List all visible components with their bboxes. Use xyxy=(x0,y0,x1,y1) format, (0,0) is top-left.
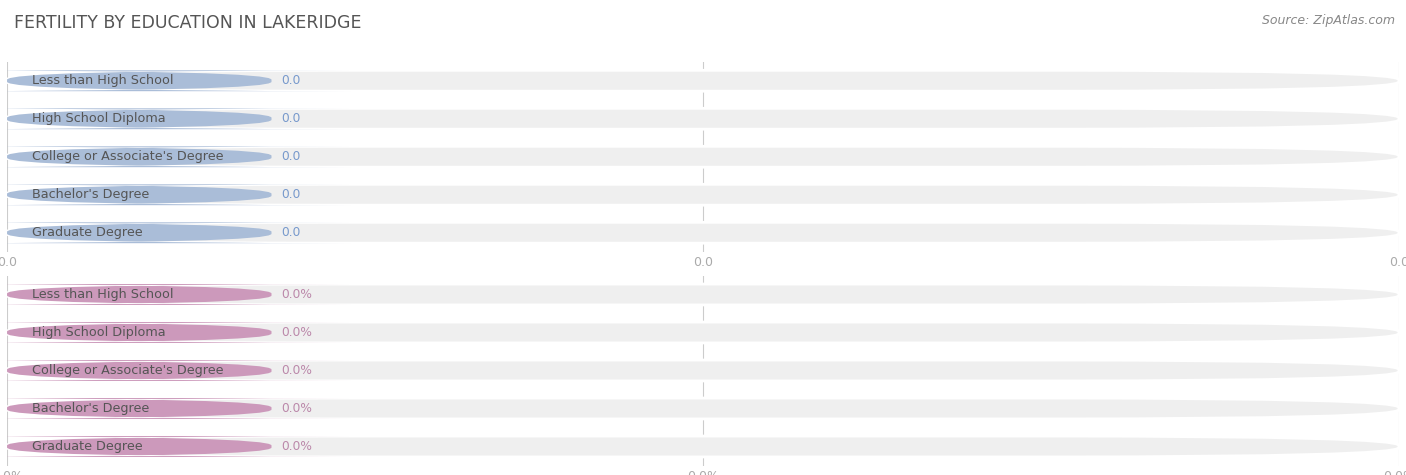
Text: Bachelor's Degree: Bachelor's Degree xyxy=(32,188,149,201)
FancyBboxPatch shape xyxy=(7,322,1399,343)
FancyBboxPatch shape xyxy=(7,184,1399,205)
Text: Bachelor's Degree: Bachelor's Degree xyxy=(32,402,149,415)
FancyBboxPatch shape xyxy=(0,436,352,457)
Text: Less than High School: Less than High School xyxy=(32,74,173,87)
FancyBboxPatch shape xyxy=(0,322,352,343)
FancyBboxPatch shape xyxy=(0,70,352,91)
FancyBboxPatch shape xyxy=(7,70,1399,91)
FancyBboxPatch shape xyxy=(0,398,352,419)
FancyBboxPatch shape xyxy=(7,222,1399,243)
FancyBboxPatch shape xyxy=(7,436,1399,457)
Text: 0.0%: 0.0% xyxy=(281,402,312,415)
Text: FERTILITY BY EDUCATION IN LAKERIDGE: FERTILITY BY EDUCATION IN LAKERIDGE xyxy=(14,14,361,32)
Text: Graduate Degree: Graduate Degree xyxy=(32,440,143,453)
Text: 0.0%: 0.0% xyxy=(281,326,312,339)
FancyBboxPatch shape xyxy=(0,360,352,381)
Text: 0.0: 0.0 xyxy=(281,74,301,87)
FancyBboxPatch shape xyxy=(0,184,352,205)
Text: Less than High School: Less than High School xyxy=(32,288,173,301)
FancyBboxPatch shape xyxy=(0,108,352,129)
Text: College or Associate's Degree: College or Associate's Degree xyxy=(32,364,224,377)
FancyBboxPatch shape xyxy=(7,284,1399,305)
FancyBboxPatch shape xyxy=(0,284,352,305)
Text: Source: ZipAtlas.com: Source: ZipAtlas.com xyxy=(1261,14,1395,27)
Text: 0.0%: 0.0% xyxy=(281,364,312,377)
FancyBboxPatch shape xyxy=(7,360,1399,381)
FancyBboxPatch shape xyxy=(0,222,352,243)
FancyBboxPatch shape xyxy=(7,398,1399,419)
Text: High School Diploma: High School Diploma xyxy=(32,326,166,339)
Text: College or Associate's Degree: College or Associate's Degree xyxy=(32,150,224,163)
Text: Graduate Degree: Graduate Degree xyxy=(32,226,143,239)
Text: 0.0: 0.0 xyxy=(281,226,301,239)
Text: 0.0%: 0.0% xyxy=(281,288,312,301)
Text: 0.0: 0.0 xyxy=(281,112,301,125)
FancyBboxPatch shape xyxy=(7,146,1399,167)
FancyBboxPatch shape xyxy=(7,108,1399,129)
Text: High School Diploma: High School Diploma xyxy=(32,112,166,125)
Text: 0.0: 0.0 xyxy=(281,188,301,201)
Text: 0.0%: 0.0% xyxy=(281,440,312,453)
FancyBboxPatch shape xyxy=(0,146,352,167)
Text: 0.0: 0.0 xyxy=(281,150,301,163)
